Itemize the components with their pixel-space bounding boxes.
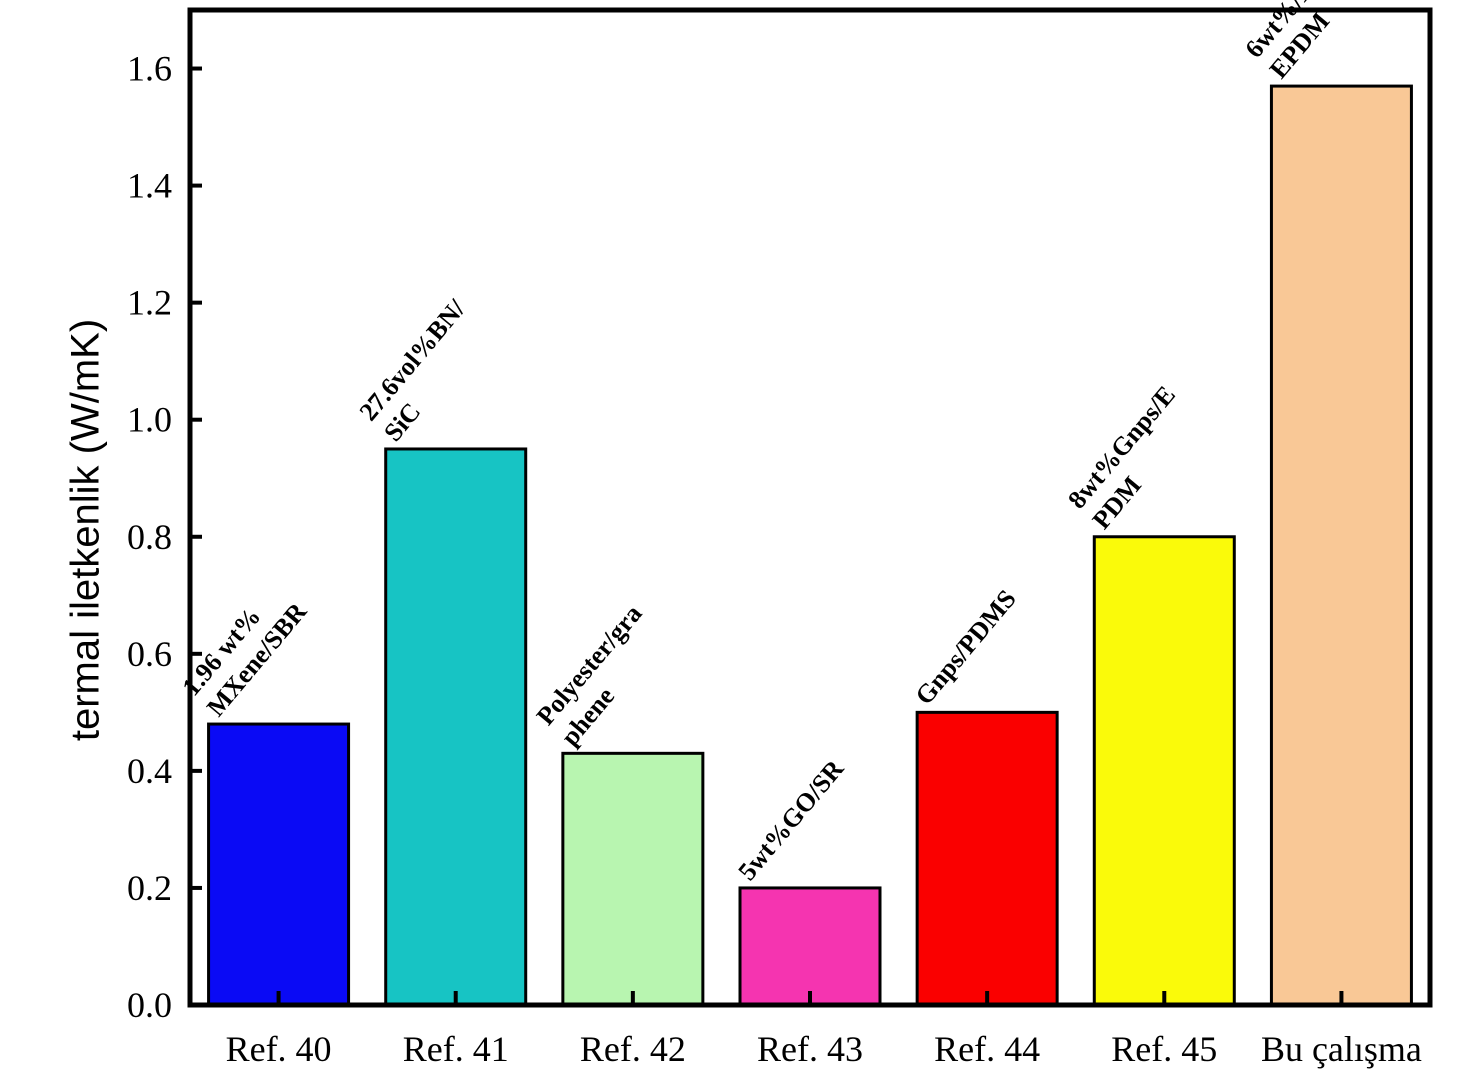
bar [207,722,351,1007]
y-axis-title: termal iletkenlik (W/mK) [64,319,108,741]
bar [1269,84,1413,1007]
annotation-line: 5wt%GO/SR [732,754,849,886]
x-tick-label: Ref. 44 [934,1029,1040,1069]
annotation: 27.6vol%BN/SiC [354,294,472,447]
plot-frame [187,7,1433,1008]
x-tick-label: Ref. 45 [1111,1029,1217,1069]
bar [915,710,1059,1007]
annotation: 8wt%Gnps/EPDM [1062,380,1181,534]
y-tick-label: 1.6 [127,49,172,89]
y-tick-label: 0.2 [127,868,172,908]
bar [561,751,705,1007]
annotation: Gnps/PDMS [910,584,1022,710]
y-tick-label: 1.2 [127,283,172,323]
bar [384,447,528,1007]
bar [1092,535,1236,1007]
y-tick-label: 0.0 [127,985,172,1025]
annotation: 5wt%GO/SR [732,754,849,886]
y-tick-label: 1.4 [127,166,172,206]
annotation-line: Gnps/PDMS [910,584,1022,710]
x-tick-label: Ref. 40 [226,1029,332,1069]
y-tick-label: 0.4 [127,751,172,791]
y-tick-label: 1.0 [127,400,172,440]
annotation: 6wt%/MXene/EPDM [1239,0,1366,84]
y-tick-label: 0.6 [127,634,172,674]
x-tick-label: Ref. 42 [580,1029,686,1069]
y-tick-label: 0.8 [127,517,172,557]
bar [738,886,882,1007]
x-tick-label: Ref. 41 [403,1029,509,1069]
x-tick-label: Bu çalışma [1261,1029,1422,1069]
x-tick-label: Ref. 43 [757,1029,863,1069]
annotation: 1.96 wt%MXene/SBR [176,597,312,722]
